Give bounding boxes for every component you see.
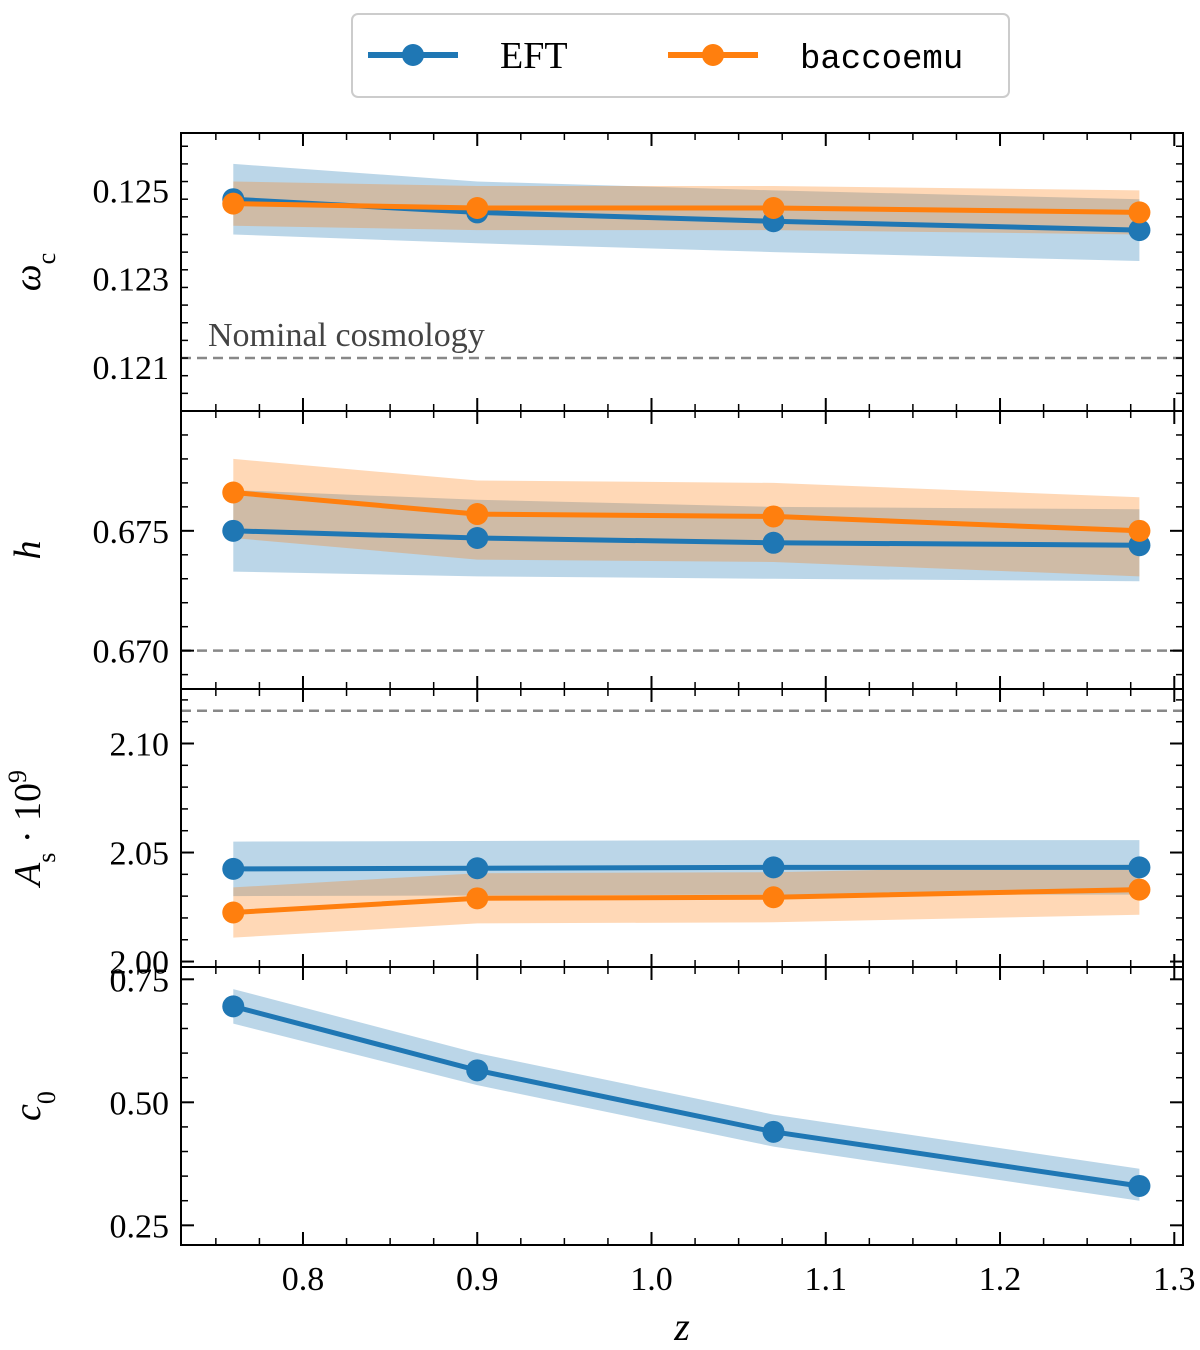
xtick-label: 1.0 — [630, 1261, 673, 1298]
band-EFT — [233, 163, 1140, 261]
point-EFT — [222, 519, 245, 542]
y-axis-label: c0 — [7, 1091, 61, 1121]
y-axis-label-main: ω — [7, 264, 49, 291]
series-line-baccoemu — [233, 201, 1140, 215]
y-axis-label-main: A — [7, 862, 49, 889]
legend: EFT baccoemu — [351, 13, 1010, 98]
nominal-annotation: Nominal cosmology — [208, 317, 485, 354]
ytick-label: 0.50 — [110, 1085, 170, 1122]
legend-marker-EFT — [402, 44, 424, 66]
point-EFT — [466, 1059, 489, 1082]
point-EFT — [1128, 856, 1151, 879]
ytick-label: 0.25 — [110, 1208, 170, 1245]
panel-1: Nominal cosmology 0.121 0.123 0.125 ωc — [7, 132, 1184, 412]
point-baccoemu — [466, 887, 489, 910]
point-EFT — [1128, 1174, 1151, 1197]
series-line-baccoemu — [233, 490, 1140, 534]
ytick-label: 2.10 — [110, 727, 170, 764]
point-EFT — [222, 995, 245, 1018]
point-EFT — [762, 531, 785, 554]
point-baccoemu — [466, 197, 489, 220]
legend-label-EFT: EFT — [500, 35, 568, 77]
point-baccoemu — [762, 505, 785, 528]
band-EFT — [233, 989, 1140, 1201]
series-line-EFT — [233, 528, 1140, 548]
point-baccoemu — [222, 901, 245, 924]
x-axis: 0.8 0.9 1.0 1.1 1.2 1.3 z — [282, 1261, 1196, 1349]
y-axis-label-main: c — [7, 1104, 49, 1121]
series-line-baccoemu — [233, 887, 1140, 915]
point-baccoemu — [1128, 878, 1151, 901]
xtick-label: 1.3 — [1153, 1261, 1196, 1298]
ytick-label: 0.121 — [93, 350, 170, 387]
y-axis-label: h — [7, 541, 49, 560]
y-axis-label: ωc — [7, 253, 61, 291]
ytick-label: 0.670 — [93, 634, 170, 671]
ytick-label: 2.00 — [110, 945, 170, 982]
point-EFT — [1128, 219, 1151, 242]
panel-frame — [180, 966, 1184, 1246]
point-EFT — [762, 856, 785, 879]
legend-label-baccoemu: baccoemu — [800, 41, 963, 79]
legend-marker-baccoemu — [702, 44, 724, 66]
xtick-label: 0.9 — [456, 1261, 499, 1298]
point-EFT — [466, 857, 489, 880]
point-baccoemu — [762, 886, 785, 909]
point-EFT — [762, 1120, 785, 1143]
ytick-label: 0.125 — [93, 173, 170, 210]
y-axis-label: As · 109 — [3, 770, 61, 889]
y-axis-label-sub: 0 — [32, 1091, 61, 1104]
point-baccoemu — [1128, 201, 1151, 224]
band-baccoemu — [233, 864, 1140, 938]
xtick-label: 1.1 — [805, 1261, 848, 1298]
point-EFT — [222, 857, 245, 880]
ytick-label: 0.75 — [110, 962, 170, 999]
point-baccoemu — [762, 197, 785, 220]
xtick-label: 1.2 — [979, 1261, 1022, 1298]
point-baccoemu — [466, 503, 489, 526]
panel-2: 0.670 0.675 h — [7, 410, 1184, 690]
y-axis-label-sub: c — [32, 253, 61, 265]
point-baccoemu — [222, 192, 245, 215]
ytick-label: 0.675 — [93, 514, 170, 551]
point-EFT — [466, 527, 489, 550]
x-axis-label: z — [673, 1304, 690, 1349]
y-axis-label-main: h — [7, 541, 49, 560]
y-axis-label-sub: s — [32, 853, 61, 863]
ytick-label: 0.123 — [93, 262, 170, 299]
xtick-label: 0.8 — [282, 1261, 325, 1298]
point-baccoemu — [1128, 519, 1151, 542]
y-axis-label-sup: 9 — [3, 770, 32, 783]
point-baccoemu — [222, 481, 245, 504]
panel-4: 0.25 0.50 0.75 c0 — [7, 962, 1184, 1246]
ytick-label: 2.05 — [110, 836, 170, 873]
panel-3: 2.00 2.05 2.10 As · 109 — [3, 688, 1184, 982]
series-line-EFT — [232, 1003, 1140, 1189]
series-line-EFT — [233, 864, 1140, 872]
y-axis-label-rest: · 10 — [7, 783, 49, 853]
